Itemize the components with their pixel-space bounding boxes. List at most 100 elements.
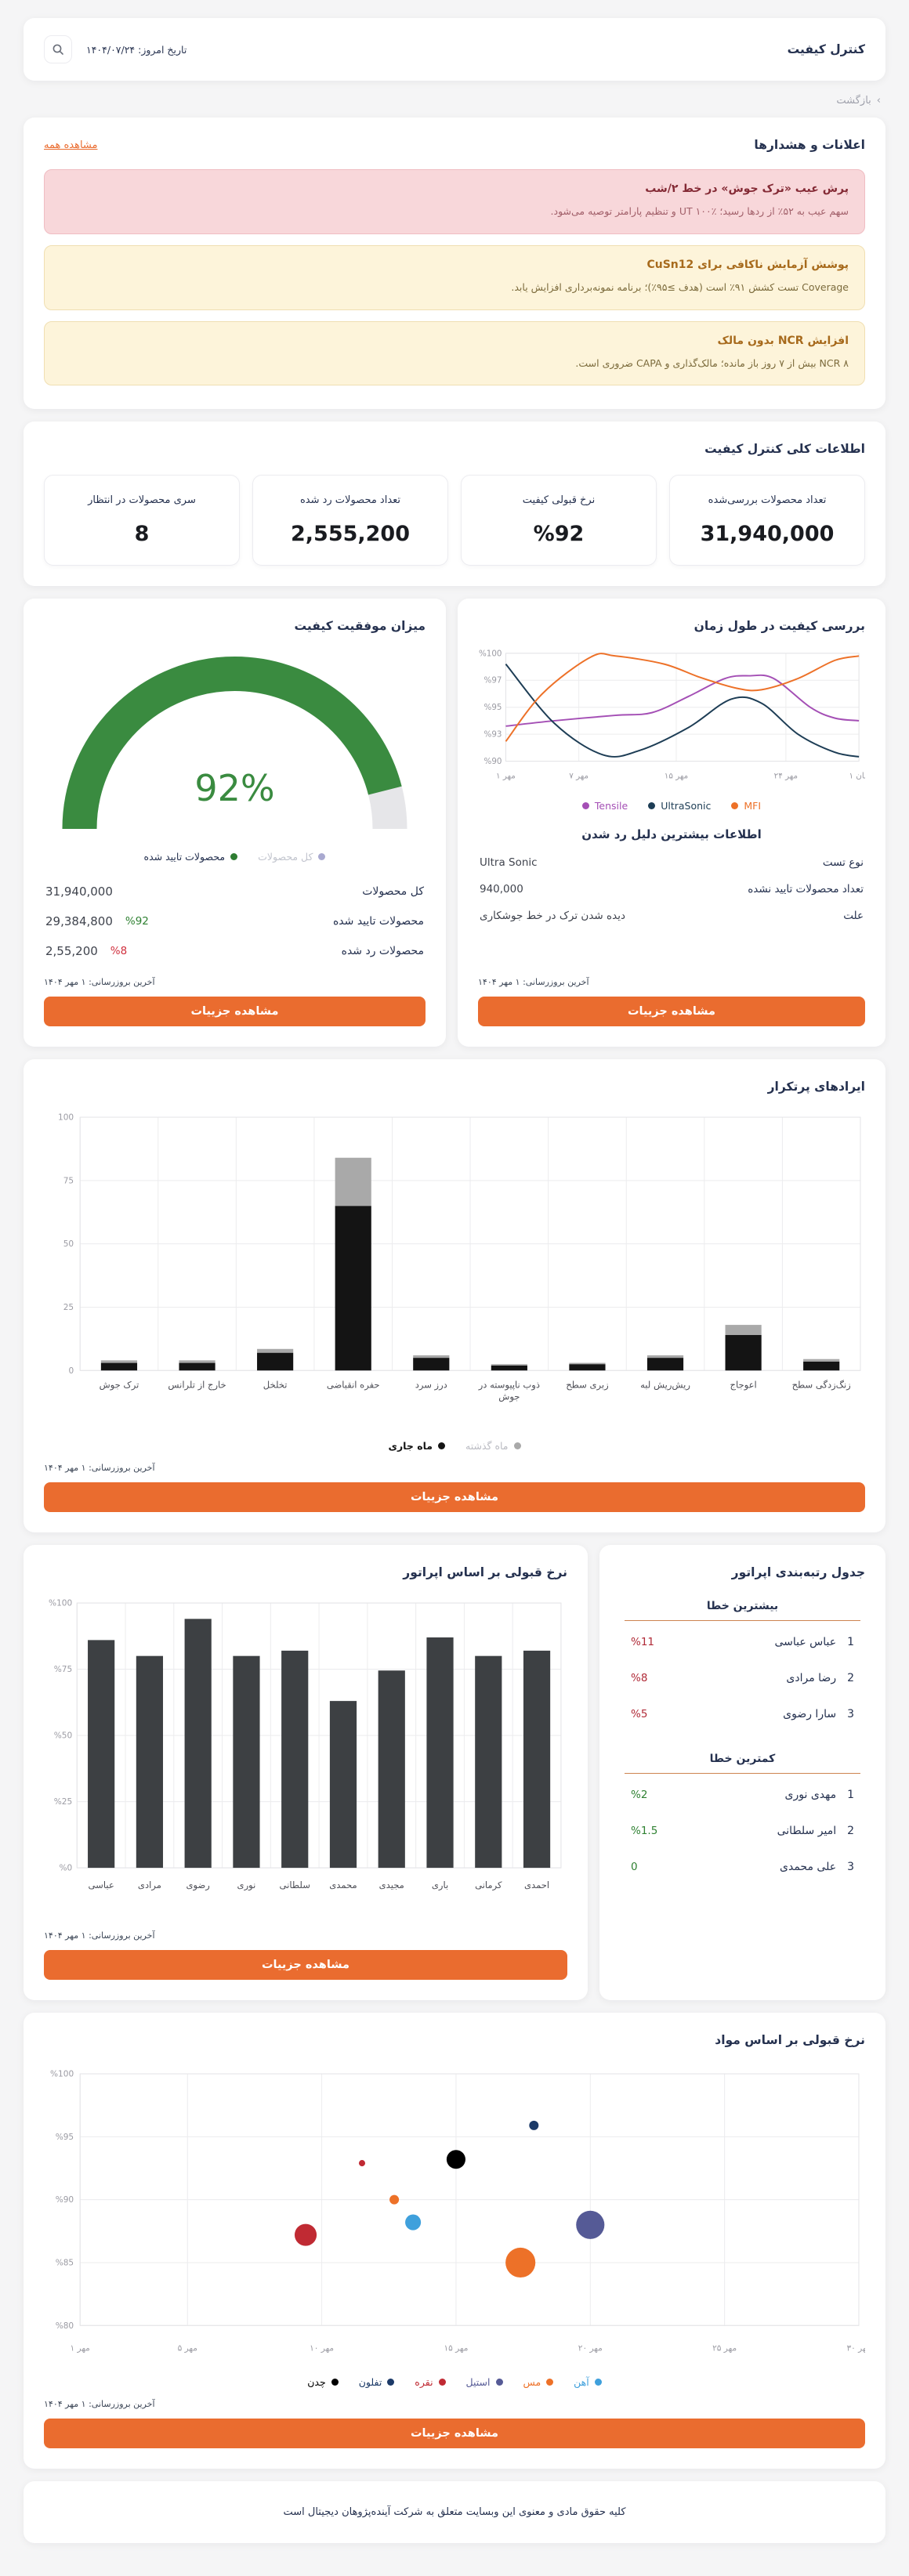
detail-value: Ultra Sonic [480, 856, 538, 870]
alert-body: سهم عیب به ۵۲٪ از ردها رسید؛ UT ۱۰۰٪ و ت… [550, 205, 849, 217]
back-label: بازگشت [836, 95, 871, 107]
chevron-left-icon: ‹ [876, 95, 881, 107]
alert-item[interactable]: پوشش آزمایش ناکافی برای CuSn12 Coverage … [44, 244, 865, 310]
svg-text:سلطانی: سلطانی [280, 1880, 310, 1890]
operator-name: رضا مرادی [786, 1671, 837, 1684]
svg-text:%100: %100 [479, 649, 502, 659]
gauge-title: میزان موفقیت کیفیت [294, 619, 426, 634]
svg-text:100: 100 [58, 1113, 74, 1123]
svg-text:باری: باری [432, 1880, 448, 1891]
svg-text:۱۵ مهر: ۱۵ مهر [665, 772, 688, 781]
svg-text:ریش‌ریش لبه: ریش‌ریش لبه [640, 1380, 690, 1391]
error-percent: %1.5 [631, 1824, 658, 1837]
legend-label: کل محصولات [258, 851, 313, 863]
trend-details-button[interactable]: مشاهده جزییات [478, 997, 865, 1027]
gauge-details-button[interactable]: مشاهده جزییات [44, 997, 426, 1027]
quality-over-time-chart: %100 %97 %95 %93 %90 ۱ مهر ۷ مهر ۱۵ مهر ۲۴ مهر ۱ … [479, 649, 865, 781]
quality-gauge-chart: 92% [62, 657, 407, 830]
alerts-view-all-link[interactable]: مشاهده همه [44, 139, 98, 151]
svg-text:%90: %90 [56, 2195, 74, 2205]
svg-text:درز سرد: درز سرد [415, 1380, 447, 1391]
rank-number: 2 [847, 1671, 854, 1684]
stat-label: کل محصولات [362, 885, 424, 899]
svg-text:احمدی: احمدی [524, 1880, 549, 1890]
detail-label: علت [843, 910, 864, 923]
ranking-title: جدول رتبه‌بندی اپراتور [731, 1565, 865, 1579]
operator-acceptance-chart: %0 %25 %50 %75 %100 عباسی مرادی رضوی نوری سلطانی م… [49, 1598, 562, 1891]
svg-text:%0: %0 [59, 1863, 72, 1872]
alert-item[interactable]: پرش عیب «ترک جوش» در خط ۲/شب سهم عیب به … [44, 169, 865, 234]
svg-text:۱ آبان: ۱ آبان [849, 771, 865, 781]
stat-percent: %8 [110, 945, 128, 958]
legend-label: آهن [574, 2375, 589, 2388]
error-percent: %8 [631, 1671, 648, 1684]
kpi-acceptance-rate: نرخ قبولی کیفیت %92 [461, 475, 657, 566]
svg-text:۱ مهر: ۱ مهر [496, 772, 516, 781]
last-updated-note: آخرین بروزرسانی: ۱ مهر ۱۴۰۴ [44, 977, 155, 988]
defects-legend: ماه گذشته ماه جاری [44, 1440, 865, 1452]
detail-value: 940,000 [480, 883, 523, 896]
breadcrumb-back[interactable]: ‹ بازگشت [24, 93, 885, 118]
steel-legend-dot [495, 2378, 503, 2386]
rank-number: 1 [847, 1788, 854, 1801]
trend-title: بررسی کیفیت در طول زمان [694, 619, 865, 634]
stat-row-rejected: محصولات رد شده 2,55,200 %8 [44, 936, 426, 966]
svg-text:ذوب ناپیوسته در: ذوب ناپیوسته در [478, 1380, 540, 1391]
stat-value: 31,940,000 [45, 885, 113, 899]
stat-value: 2,55,200 [45, 944, 98, 959]
most-errors-heading: بیشترین خطا [706, 1599, 779, 1612]
total-products-legend-dot [318, 853, 326, 861]
svg-text:۲۴ مهر: ۲۴ مهر [774, 772, 798, 781]
silver-legend-dot [438, 2378, 446, 2386]
search-button[interactable] [44, 35, 72, 63]
svg-text:محمدی: محمدی [329, 1880, 357, 1890]
svg-text:کرمانی: کرمانی [475, 1880, 502, 1891]
alerts-title: اعلانات و هشدارها [754, 138, 865, 152]
copyright-text: کلیه حقوق مادی و معنوی این وبسایت متعلق … [283, 2505, 626, 2518]
approved-products-legend-dot [230, 853, 238, 861]
search-icon [52, 43, 64, 56]
legend-label: محصولات تایید شده [143, 851, 226, 863]
frequent-defects-card: ایرادهای پرتکرار 0 25 50 75 100 ترک جوش خارج ا… [24, 1059, 885, 1532]
kpi-overview-card: اطلاعات کلی کنترل کیفیت تعداد محصولات بر… [24, 421, 885, 587]
defects-details-button[interactable]: مشاهده جزییات [44, 1482, 865, 1512]
svg-text:۳۰ مهر: ۳۰ مهر [846, 2344, 865, 2353]
stat-value: 29,384,800 [45, 914, 113, 929]
tensile-legend-dot [581, 802, 589, 810]
operator-name: امیر سلطانی [777, 1824, 837, 1837]
kpi-value: 31,940,000 [700, 522, 835, 547]
svg-text:۱ مهر: ۱ مهر [71, 2344, 90, 2353]
gauge-stats: کل محصولات 31,940,000 محصولات تایید شده … [44, 877, 426, 966]
legend-label: مس [523, 2375, 541, 2388]
kpi-title: اطلاعات کلی کنترل کیفیت [704, 442, 865, 457]
operator-name: مهدی نوری [784, 1788, 837, 1801]
kpi-label: تعداد محصولات بررسی‌شده [708, 494, 827, 507]
svg-text:%25: %25 [54, 1797, 72, 1807]
iron-legend-dot [594, 2378, 602, 2386]
kpi-rejected-count: تعداد محصولات رد شده 2,555,200 [252, 475, 448, 566]
alert-title: پوشش آزمایش ناکافی برای CuSn12 [646, 258, 849, 271]
operators-details-button[interactable]: مشاهده جزییات [44, 1950, 567, 1981]
svg-text:رضوی: رضوی [186, 1880, 209, 1891]
materials-details-button[interactable]: مشاهده جزییات [44, 2418, 865, 2448]
svg-text:۲۰ مهر: ۲۰ مهر [578, 2344, 603, 2353]
stat-row-total: کل محصولات 31,940,000 [44, 877, 426, 906]
kpi-pending-batches: سری محصولات در انتظار 8 [44, 475, 240, 566]
ranking-row: 3 سارا رضوی %5 [620, 1696, 865, 1732]
alert-title: افزایش NCR بدون مالک [717, 334, 849, 347]
last-updated-note: آخرین بروزرسانی: ۱ مهر ۱۴۰۴ [44, 2398, 155, 2409]
rank-number: 1 [847, 1635, 854, 1648]
operator-acceptance-card: نرخ قبولی بر اساس اپراتور %0 %25 %50 %75 %10… [24, 1544, 588, 2001]
svg-text:حفره انقباضی: حفره انقباضی [327, 1380, 380, 1391]
svg-text:%85: %85 [56, 2259, 74, 2268]
legend-label: ماه جاری [388, 1439, 433, 1452]
kpi-value: %92 [533, 522, 585, 547]
alert-item[interactable]: افزایش NCR بدون مالک NCR ۸ بیش از ۷ روز … [44, 320, 865, 386]
operator-name: عباس عباسی [774, 1635, 837, 1648]
legend-label: چدن [307, 2375, 326, 2388]
footer: کلیه حقوق مادی و معنوی این وبسایت متعلق … [24, 2480, 885, 2543]
svg-text:مجیدی: مجیدی [379, 1880, 404, 1890]
quality-over-time-card: بررسی کیفیت در طول زمان %100 %97 %95 %93 %90… [458, 599, 885, 1047]
svg-text:نوری: نوری [237, 1880, 256, 1891]
